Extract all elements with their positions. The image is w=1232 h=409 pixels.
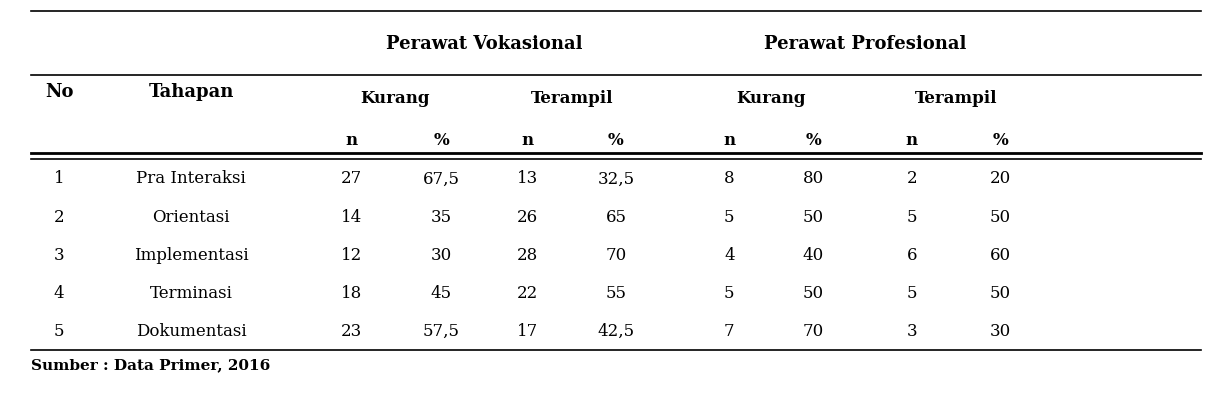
Text: 55: 55 [605, 284, 627, 301]
Text: 13: 13 [516, 170, 538, 187]
Text: Terminasi: Terminasi [149, 284, 233, 301]
Text: 50: 50 [989, 208, 1011, 225]
Text: Perawat Vokasional: Perawat Vokasional [386, 35, 583, 53]
Text: 23: 23 [340, 322, 362, 339]
Text: 65: 65 [605, 208, 627, 225]
Text: 27: 27 [340, 170, 362, 187]
Text: 28: 28 [516, 246, 538, 263]
Text: 2: 2 [907, 170, 917, 187]
Text: 6: 6 [907, 246, 917, 263]
Text: 1: 1 [54, 170, 64, 187]
Text: Sumber : Data Primer, 2016: Sumber : Data Primer, 2016 [31, 357, 270, 371]
Text: 42,5: 42,5 [598, 322, 634, 339]
Text: 32,5: 32,5 [598, 170, 634, 187]
Text: Perawat Profesional: Perawat Profesional [764, 35, 966, 53]
Text: Dokumentasi: Dokumentasi [136, 322, 246, 339]
Text: 67,5: 67,5 [423, 170, 460, 187]
Text: Tahapan: Tahapan [148, 83, 234, 101]
Text: 3: 3 [907, 322, 917, 339]
Text: 17: 17 [516, 322, 538, 339]
Text: 4: 4 [54, 284, 64, 301]
Text: Pra Interaksi: Pra Interaksi [136, 170, 246, 187]
Text: %: % [993, 132, 1008, 148]
Text: Terampil: Terampil [531, 90, 612, 107]
Text: 30: 30 [430, 246, 452, 263]
Text: 20: 20 [989, 170, 1011, 187]
Text: 22: 22 [516, 284, 538, 301]
Text: 26: 26 [516, 208, 538, 225]
Text: 57,5: 57,5 [423, 322, 460, 339]
Text: 45: 45 [430, 284, 452, 301]
Text: n: n [723, 132, 736, 148]
Text: 60: 60 [989, 246, 1011, 263]
Text: n: n [521, 132, 533, 148]
Text: 4: 4 [724, 246, 734, 263]
Text: 5: 5 [907, 284, 917, 301]
Text: 70: 70 [802, 322, 824, 339]
Text: 5: 5 [54, 322, 64, 339]
Text: 5: 5 [907, 208, 917, 225]
Text: 5: 5 [724, 208, 734, 225]
Text: %: % [806, 132, 821, 148]
Text: %: % [609, 132, 623, 148]
Text: 2: 2 [54, 208, 64, 225]
Text: 5: 5 [724, 284, 734, 301]
Text: 18: 18 [340, 284, 362, 301]
Text: Orientasi: Orientasi [153, 208, 229, 225]
Text: n: n [345, 132, 357, 148]
Text: Kurang: Kurang [361, 90, 430, 107]
Text: 12: 12 [340, 246, 362, 263]
Text: 70: 70 [605, 246, 627, 263]
Text: Implementasi: Implementasi [133, 246, 249, 263]
Text: No: No [44, 83, 74, 101]
Text: 50: 50 [802, 284, 824, 301]
Text: 8: 8 [724, 170, 734, 187]
Text: 7: 7 [724, 322, 734, 339]
Text: 40: 40 [802, 246, 824, 263]
Text: 50: 50 [802, 208, 824, 225]
Text: 14: 14 [340, 208, 362, 225]
Text: 3: 3 [54, 246, 64, 263]
Text: 80: 80 [802, 170, 824, 187]
Text: %: % [434, 132, 448, 148]
Text: Terampil: Terampil [915, 90, 997, 107]
Text: Kurang: Kurang [737, 90, 806, 107]
Text: 35: 35 [430, 208, 452, 225]
Text: 30: 30 [989, 322, 1011, 339]
Text: 50: 50 [989, 284, 1011, 301]
Text: n: n [906, 132, 918, 148]
